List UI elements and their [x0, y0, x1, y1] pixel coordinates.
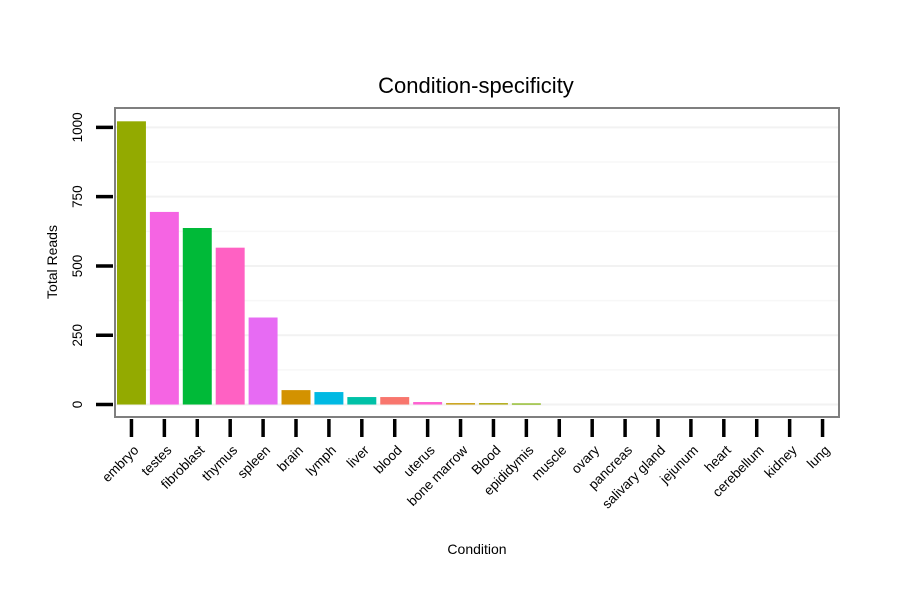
- x-tick-label: spleen: [234, 443, 273, 482]
- x-tick-label: thymus: [199, 442, 241, 484]
- bar-bone-marrow: [446, 403, 476, 405]
- bar-uterus: [413, 402, 443, 405]
- y-tick-label: 500: [70, 255, 85, 278]
- x-tick-label: blood: [371, 443, 405, 477]
- x-tick-label: embryo: [99, 443, 141, 485]
- x-tick-label: muscle: [529, 443, 570, 484]
- plot-border: [114, 107, 840, 418]
- bar-thymus: [215, 247, 245, 405]
- bar-embryo: [116, 121, 146, 405]
- bar-brain: [281, 390, 311, 405]
- chart-title: Condition-specificity: [378, 73, 574, 98]
- bar-fibroblast: [182, 227, 212, 405]
- y-axis: 0 250 500 750 1000: [70, 112, 113, 408]
- x-tick-label: lymph: [303, 443, 339, 479]
- bar-lymph: [314, 392, 344, 405]
- bars: [116, 121, 541, 405]
- y-tick-label: 1000: [70, 112, 85, 142]
- bar-epididymis: [511, 403, 541, 405]
- bar-liver: [347, 397, 377, 405]
- y-axis-label: Total Reads: [44, 225, 60, 299]
- x-tick-label: liver: [344, 442, 372, 470]
- bar-blood: [478, 403, 508, 405]
- y-tick-label: 0: [70, 401, 85, 409]
- x-tick-label: brain: [274, 443, 306, 475]
- y-tick-label: 250: [70, 324, 85, 347]
- bar-testes: [149, 211, 179, 405]
- y-tick-label: 750: [70, 185, 85, 208]
- bar-spleen: [248, 317, 278, 405]
- bar-blood: [380, 397, 410, 405]
- x-tick-label: lung: [804, 443, 833, 472]
- x-tick-label: kidney: [762, 442, 800, 480]
- x-axis-label: Condition: [447, 541, 506, 557]
